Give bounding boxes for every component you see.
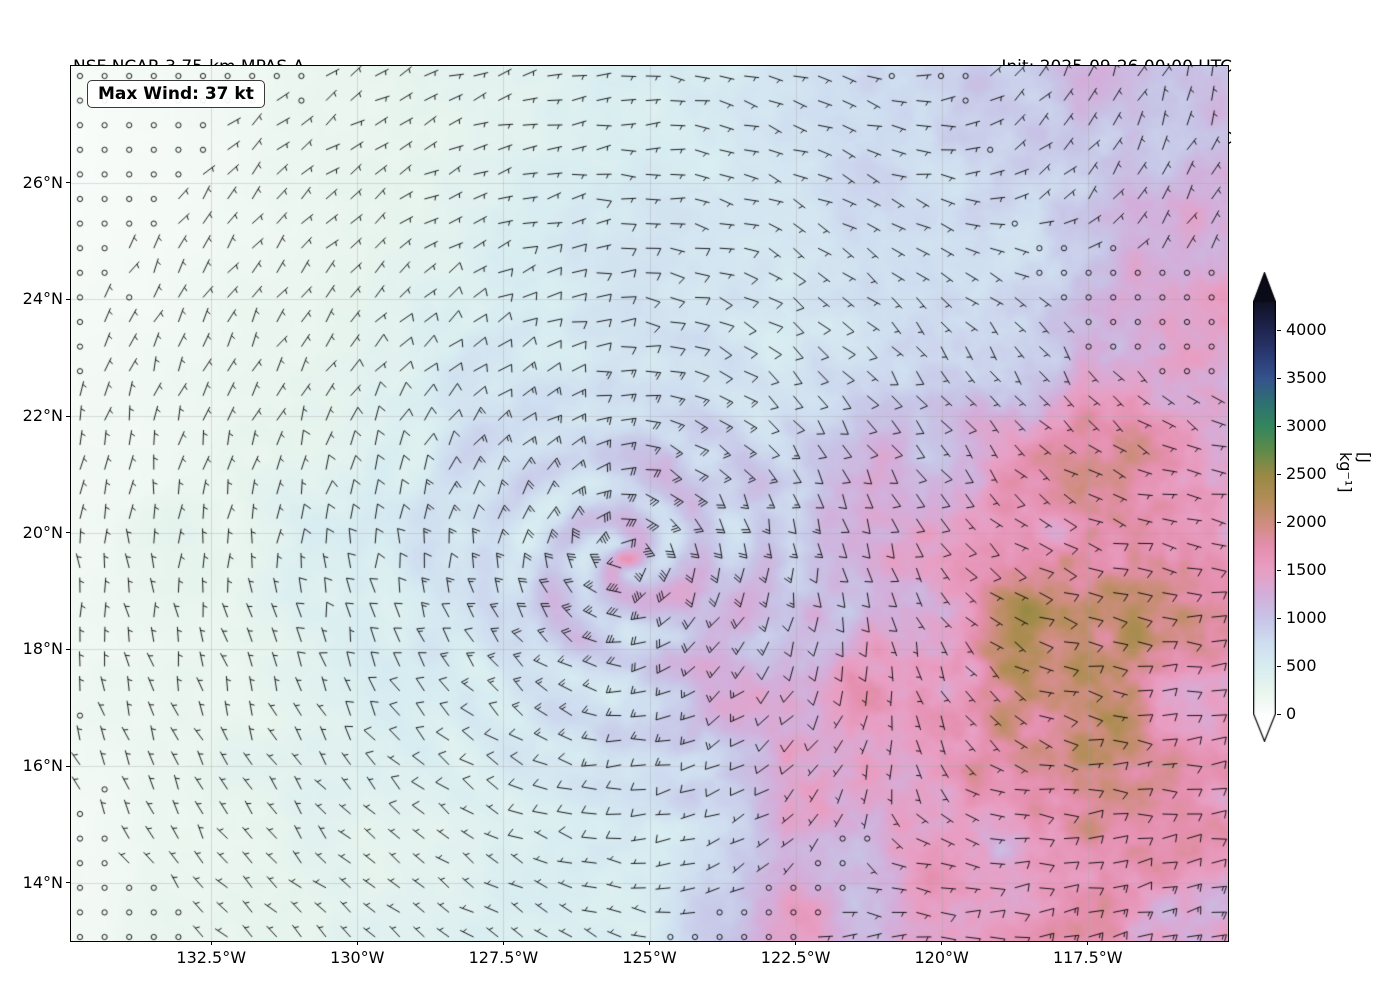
y-tick-mark (66, 532, 70, 534)
wind-barbs-canvas (71, 66, 1228, 941)
colorbar-tick-label: 1500 (1286, 560, 1327, 579)
x-tick-label: 122.5°W (760, 948, 831, 967)
x-tick-mark (941, 941, 943, 945)
colorbar-canvas (1253, 272, 1276, 742)
colorbar-tick-label: 4000 (1286, 320, 1327, 339)
y-tick-mark (66, 882, 70, 884)
x-tick-mark (795, 941, 797, 945)
colorbar-tick-mark (1277, 713, 1281, 715)
x-tick-label: 132.5°W (176, 948, 247, 967)
y-tick-label: 24°N (22, 289, 63, 309)
colorbar-tick-mark (1277, 569, 1281, 571)
x-tick-label: 125°W (622, 948, 677, 967)
colorbar-tick-label: 2000 (1286, 512, 1327, 531)
y-tick-mark (66, 648, 70, 650)
y-tick-mark (66, 415, 70, 417)
max-wind-annotation: Max Wind: 37 kt (87, 80, 265, 108)
colorbar-tick-label: 3000 (1286, 416, 1327, 435)
x-tick-mark (502, 941, 504, 945)
colorbar-label: [J kg⁻¹] (1336, 452, 1374, 493)
x-tick-label: 127.5°W (468, 948, 539, 967)
colorbar-tick-mark (1277, 473, 1281, 475)
colorbar-tick-label: 2500 (1286, 464, 1327, 483)
y-tick-label: 26°N (22, 172, 63, 192)
x-tick-label: 120°W (914, 948, 969, 967)
map-plot: Max Wind: 37 kt (70, 65, 1229, 942)
x-tick-mark (649, 941, 650, 945)
y-tick-mark (66, 182, 70, 184)
colorbar-tick-mark (1277, 425, 1281, 427)
x-tick-mark (210, 941, 212, 945)
colorbar-tick-label: 3500 (1286, 368, 1327, 387)
colorbar-tick-label: 500 (1286, 656, 1317, 675)
colorbar-tick-mark (1277, 377, 1281, 379)
y-tick-label: 16°N (22, 756, 63, 775)
colorbar-tick-label: 1000 (1286, 608, 1327, 627)
max-wind-text: Max Wind: 37 kt (98, 84, 254, 104)
colorbar-tick-mark (1277, 617, 1281, 619)
colorbar-tick-mark (1277, 665, 1281, 667)
y-tick-label: 18°N (22, 639, 63, 659)
y-tick-label: 20°N (22, 522, 63, 542)
y-tick-mark (66, 298, 70, 300)
x-tick-label: 130°W (330, 948, 385, 967)
x-tick-mark (1087, 941, 1089, 945)
y-tick-mark (66, 765, 70, 767)
colorbar-tick-mark (1277, 521, 1281, 523)
y-tick-label: 22°N (22, 406, 63, 425)
colorbar-tick-label: 0 (1286, 704, 1297, 723)
x-tick-label: 117.5°W (1052, 948, 1123, 967)
colorbar-tick-mark (1277, 329, 1281, 331)
x-tick-mark (356, 941, 358, 945)
y-tick-label: 14°N (22, 872, 63, 892)
